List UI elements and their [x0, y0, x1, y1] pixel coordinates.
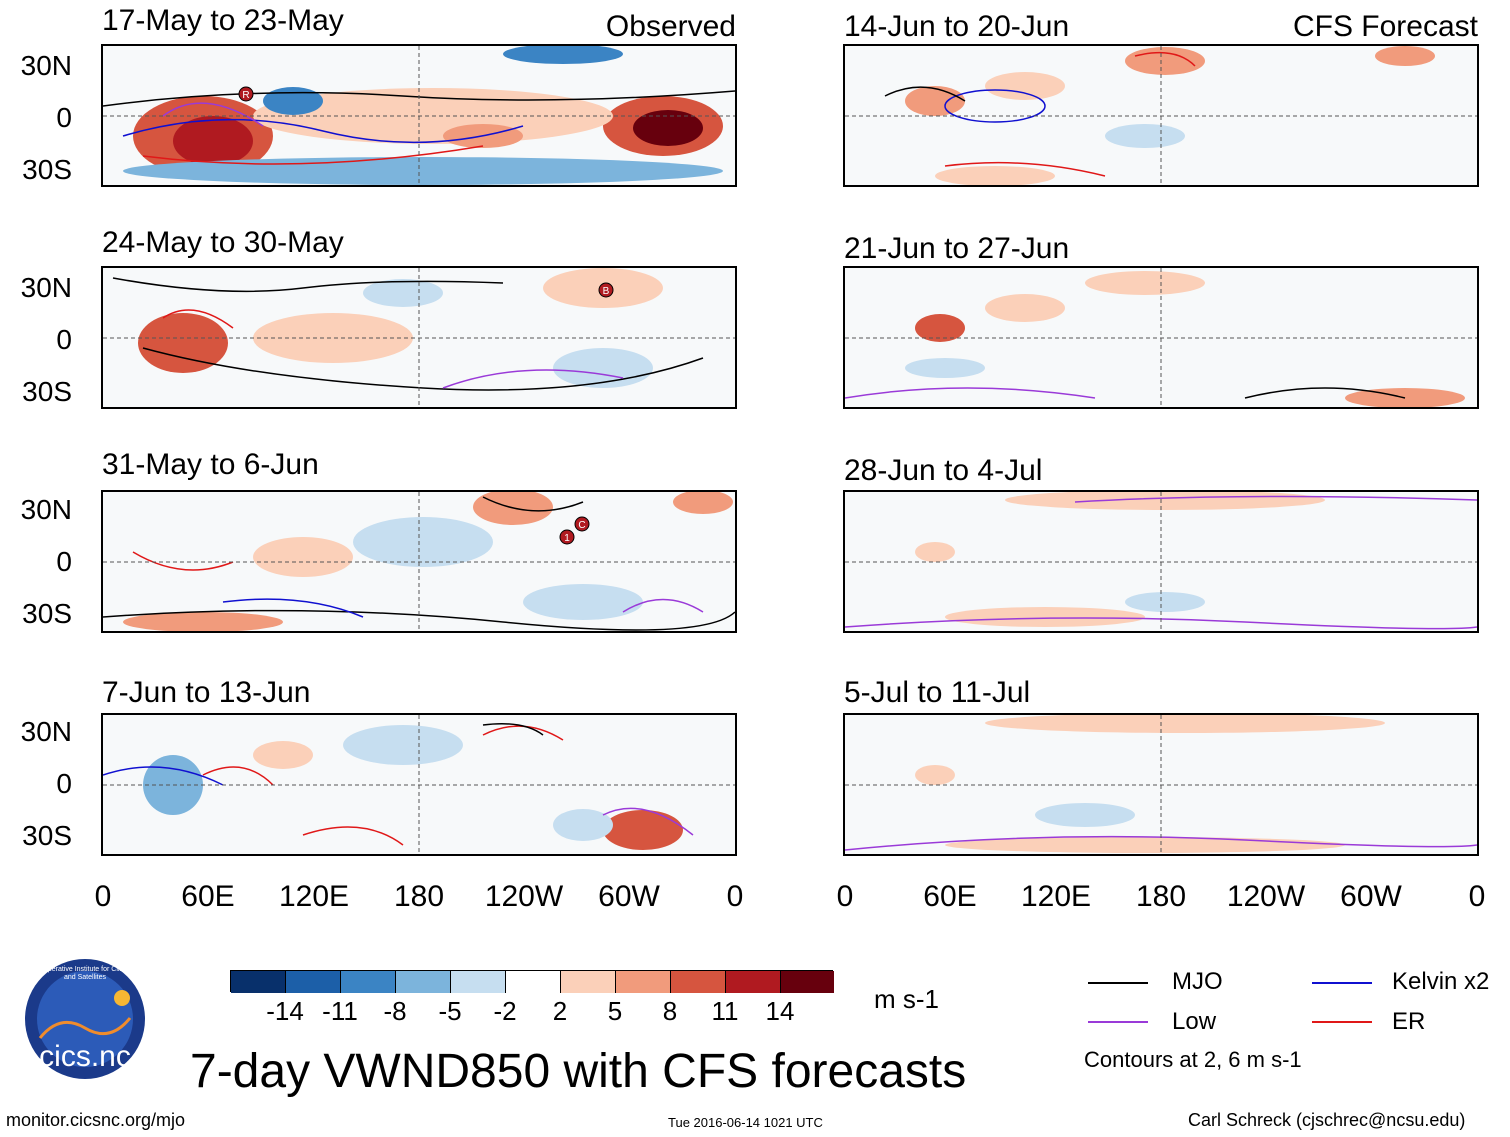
lon-label: 120E	[278, 880, 350, 913]
colorbar-box-7	[616, 971, 671, 993]
legend-line-low	[1088, 1021, 1148, 1023]
colorbar-box-5	[506, 971, 561, 993]
legend-label-er: ER	[1392, 1008, 1426, 1035]
logo-text: cics.nc	[39, 1040, 131, 1073]
panel-title-fcst-3: 28-Jun to 4-Jul	[844, 454, 1043, 487]
anomaly-field-obs-1: R	[103, 46, 735, 185]
anomaly-field-fcst-1	[845, 46, 1477, 185]
lon-label: 60E	[923, 880, 977, 913]
panel-title-obs-3: 31-May to 6-Jun	[102, 448, 319, 481]
legend-line-kelvin	[1312, 982, 1372, 984]
forecast-label: CFS Forecast	[1292, 10, 1478, 43]
anomaly-field-fcst-2	[845, 268, 1477, 407]
colorbar-box-4	[451, 971, 506, 993]
legend-line-er	[1312, 1021, 1372, 1023]
footer-url[interactable]: monitor.cicsnc.org/mjo	[6, 1110, 186, 1130]
legend-label-low: Low	[1172, 1008, 1217, 1035]
lon-label: 120W	[484, 880, 564, 913]
panel-title-obs-2: 24-May to 30-May	[102, 226, 344, 259]
logo-icon	[25, 959, 145, 1079]
colorbar-tick: 5	[607, 996, 623, 1026]
cics-logo[interactable]: cics.nc Cooperative Institute for Climat…	[10, 958, 160, 1080]
lon-label: 180	[1135, 880, 1187, 913]
map-panel-obs-2[interactable]: B	[101, 266, 737, 409]
colorbar-box-10	[781, 971, 834, 993]
lon-label: 60W	[598, 880, 660, 913]
colorbar-box-3	[396, 971, 451, 993]
colorbar-box-0	[231, 971, 286, 993]
panel-title-fcst-2: 21-Jun to 27-Jun	[844, 232, 1070, 265]
map-panel-fcst-4[interactable]	[843, 713, 1479, 856]
panel-title-obs-1: 17-May to 23-May	[102, 4, 344, 37]
storm-marker-b: B	[603, 286, 610, 297]
panel-title-fcst-4: 5-Jul to 11-Jul	[844, 676, 1031, 709]
colorbar-box-6	[561, 971, 616, 993]
colorbar-box-8	[671, 971, 726, 993]
lat-label-30n: 30N	[20, 50, 72, 81]
map-panel-fcst-2[interactable]	[843, 266, 1479, 409]
observed-label: Observed	[605, 10, 736, 43]
colorbar-box-1	[286, 971, 341, 993]
colorbar-tick: 11	[711, 996, 739, 1026]
map-panel-obs-3[interactable]: 1 C	[101, 490, 737, 633]
lon-label: 60W	[1340, 880, 1402, 913]
map-panel-obs-1[interactable]: R	[101, 44, 737, 187]
colorbar-box-9	[726, 971, 781, 993]
legend-line-mjo	[1088, 982, 1148, 984]
lat-label-30s: 30S	[22, 154, 72, 185]
lon-label: 0	[726, 880, 744, 913]
colorbar-tick: -11	[322, 996, 358, 1026]
panel-title-obs-4: 7-Jun to 13-Jun	[102, 676, 311, 709]
storm-marker-r: R	[242, 90, 249, 101]
lon-label: 0	[836, 880, 854, 913]
lat-label-eq: 0	[56, 546, 72, 577]
lon-label: 0	[1468, 880, 1486, 913]
colorbar-box-2	[341, 971, 396, 993]
lat-label-30n: 30N	[20, 272, 72, 303]
lon-label: 180	[393, 880, 445, 913]
footer-author: Carl Schreck (cjschrec@ncsu.edu)	[1188, 1110, 1466, 1130]
lat-label-30s: 30S	[22, 598, 72, 629]
map-panel-fcst-1[interactable]	[843, 44, 1479, 187]
colorbar-tick: -14	[266, 996, 304, 1026]
main-title: 7-day VWND850 with CFS forecasts	[190, 1045, 967, 1098]
colorbar	[230, 970, 834, 993]
lon-label: 0	[94, 880, 112, 913]
map-panel-obs-4[interactable]	[101, 713, 737, 856]
lat-label-eq: 0	[56, 102, 72, 133]
lon-label: 120W	[1226, 880, 1306, 913]
anomaly-field-fcst-3	[845, 492, 1477, 631]
colorbar-tick: 8	[662, 996, 678, 1026]
anomaly-field-obs-3: 1 C	[103, 492, 735, 631]
colorbar-tick: -2	[493, 996, 517, 1026]
storm-marker-c: C	[578, 520, 585, 531]
anomaly-field-obs-2: B	[103, 268, 735, 407]
lon-label: 120E	[1020, 880, 1092, 913]
colorbar-tick: 14	[765, 996, 795, 1026]
anomaly-field-obs-4	[103, 715, 735, 854]
panel-title-fcst-1: 14-Jun to 20-Jun	[844, 10, 1070, 43]
lat-label-30s: 30S	[22, 376, 72, 407]
legend-note: Contours at 2, 6 m s-1	[1084, 1047, 1302, 1072]
lat-label-30n: 30N	[20, 494, 72, 525]
logo-ring-text: Cooperative Institute for Climate and Sa…	[35, 966, 135, 981]
map-panel-fcst-3[interactable]	[843, 490, 1479, 633]
legend-label-kelvin: Kelvin x2	[1392, 968, 1490, 995]
lat-label-eq: 0	[56, 768, 72, 799]
storm-marker-1: 1	[564, 533, 570, 544]
colorbar-tick: -8	[383, 996, 407, 1026]
legend-label-mjo: MJO	[1172, 968, 1223, 995]
lon-label: 60E	[181, 880, 235, 913]
colorbar-tick: -5	[438, 996, 462, 1026]
lat-label-30s: 30S	[22, 820, 72, 851]
footer-timestamp: Tue 2016-06-14 1021 UTC	[668, 1115, 823, 1130]
colorbar-tick: 2	[552, 996, 568, 1026]
anomaly-field-fcst-4	[845, 715, 1477, 854]
colorbar-units: m s-1	[874, 984, 939, 1014]
lat-label-eq: 0	[56, 324, 72, 355]
lat-label-30n: 30N	[20, 716, 72, 747]
